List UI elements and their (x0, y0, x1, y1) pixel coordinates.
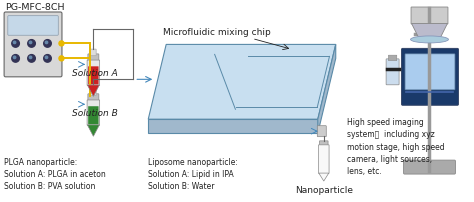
Circle shape (29, 57, 32, 59)
FancyBboxPatch shape (319, 141, 328, 147)
FancyBboxPatch shape (388, 56, 397, 61)
Circle shape (59, 57, 64, 62)
Polygon shape (87, 86, 100, 97)
FancyBboxPatch shape (401, 49, 458, 106)
FancyBboxPatch shape (386, 60, 399, 85)
FancyBboxPatch shape (4, 13, 62, 77)
Polygon shape (87, 125, 100, 137)
FancyBboxPatch shape (88, 94, 99, 102)
Circle shape (44, 55, 51, 63)
Polygon shape (319, 173, 329, 181)
Ellipse shape (410, 37, 448, 44)
Text: High speed imaging
system：  including xyz
motion stage, high speed
camera, light: High speed imaging system： including xyz… (346, 118, 444, 175)
FancyBboxPatch shape (87, 100, 100, 126)
FancyBboxPatch shape (91, 50, 96, 56)
Circle shape (44, 40, 51, 48)
FancyBboxPatch shape (8, 17, 58, 36)
FancyBboxPatch shape (91, 89, 96, 96)
Text: PG-MFC-8CH: PG-MFC-8CH (6, 2, 65, 12)
Circle shape (13, 42, 16, 44)
Circle shape (28, 40, 36, 48)
Circle shape (12, 40, 19, 48)
Polygon shape (148, 120, 318, 134)
FancyBboxPatch shape (88, 55, 99, 63)
FancyBboxPatch shape (87, 61, 100, 86)
Circle shape (13, 57, 16, 59)
Text: Liposome nanoparticle:
Solution A: Lipid in IPA
Solution B: Water: Liposome nanoparticle: Solution A: Lipid… (148, 157, 238, 190)
Circle shape (46, 42, 48, 44)
FancyBboxPatch shape (317, 126, 326, 137)
FancyBboxPatch shape (411, 8, 448, 25)
Circle shape (46, 57, 48, 59)
Text: Microfluidic mixing chip: Microfluidic mixing chip (163, 28, 271, 37)
Text: Solution A: Solution A (73, 68, 118, 77)
FancyBboxPatch shape (405, 55, 455, 90)
Circle shape (12, 55, 19, 63)
Polygon shape (411, 24, 447, 40)
Circle shape (59, 42, 64, 47)
FancyBboxPatch shape (403, 160, 456, 174)
Text: PLGA nanoparticle:
Solution A: PLGA in aceton
Solution B: PVA solution: PLGA nanoparticle: Solution A: PLGA in a… (4, 157, 105, 190)
FancyBboxPatch shape (88, 107, 99, 125)
Polygon shape (318, 45, 336, 134)
Text: Solution B: Solution B (73, 108, 118, 117)
FancyBboxPatch shape (319, 145, 329, 174)
Circle shape (28, 55, 36, 63)
Polygon shape (148, 45, 336, 120)
FancyBboxPatch shape (88, 67, 99, 85)
Circle shape (29, 42, 32, 44)
Text: Nanoparticle: Nanoparticle (295, 185, 353, 194)
